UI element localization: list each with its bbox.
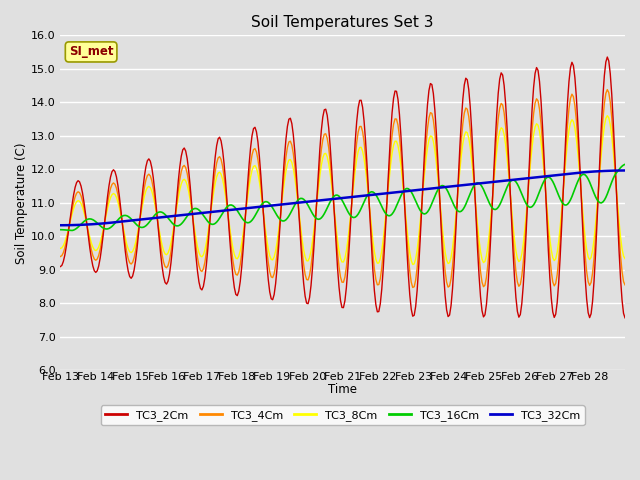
Title: Soil Temperatures Set 3: Soil Temperatures Set 3: [252, 15, 434, 30]
Legend: TC3_2Cm, TC3_4Cm, TC3_8Cm, TC3_16Cm, TC3_32Cm: TC3_2Cm, TC3_4Cm, TC3_8Cm, TC3_16Cm, TC3…: [100, 406, 585, 425]
X-axis label: Time: Time: [328, 383, 357, 396]
Text: SI_met: SI_met: [69, 46, 113, 59]
Y-axis label: Soil Temperature (C): Soil Temperature (C): [15, 142, 28, 264]
